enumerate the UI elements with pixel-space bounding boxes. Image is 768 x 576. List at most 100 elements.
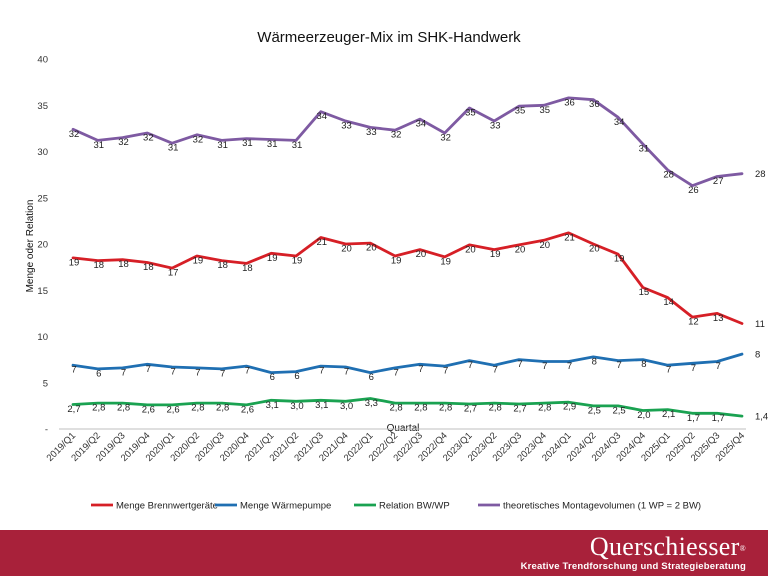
data-label: 19: [490, 249, 501, 260]
data-label: 7: [542, 361, 547, 372]
data-label: 7: [245, 366, 250, 377]
data-label: 32: [69, 129, 80, 140]
series-line-4: [71, 96, 744, 188]
data-label: 31: [168, 143, 179, 154]
data-label: 7: [443, 366, 448, 377]
data-label: 7: [319, 366, 324, 377]
data-label: 6: [369, 372, 374, 383]
data-label: 1,4: [755, 412, 768, 423]
data-label: 31: [639, 144, 650, 155]
data-label: 6: [270, 372, 275, 383]
brand-text: Querschiesser: [589, 532, 740, 561]
data-label: 2,8: [191, 403, 204, 414]
data-label: 7: [691, 363, 696, 374]
data-label: 1,7: [712, 413, 725, 424]
data-label: 32: [118, 137, 129, 148]
legend-label: Menge Brennwertgeräte: [116, 501, 218, 512]
data-label: 2,8: [92, 403, 105, 414]
data-label: 3,1: [266, 400, 279, 411]
data-label: 20: [539, 240, 550, 251]
data-label: 7: [170, 367, 175, 378]
data-label: 21: [564, 232, 575, 243]
data-label: 35: [539, 105, 550, 116]
data-label: 31: [217, 140, 228, 151]
data-label: 31: [292, 140, 303, 151]
data-label: 2,7: [464, 404, 477, 415]
data-label: 6: [294, 371, 299, 382]
data-label: 7: [71, 365, 76, 376]
data-label: 2,8: [117, 403, 130, 414]
data-label: 11: [755, 319, 765, 330]
data-label: 21: [316, 237, 327, 248]
data-label: 19: [292, 256, 303, 267]
x-axis-ticks: 2019/Q12019/Q22019/Q32019/Q42020/Q12020/…: [45, 430, 748, 464]
data-label: 33: [366, 127, 377, 138]
data-label: 34: [416, 119, 427, 130]
footer-band: [0, 530, 768, 576]
data-label: 7: [393, 367, 398, 378]
data-label: 20: [515, 244, 526, 255]
data-label: 20: [341, 244, 352, 255]
data-label: 19: [193, 256, 204, 267]
data-label: 7: [344, 367, 349, 378]
y-axis-ticks: - 5 10 15 20 25 30 35 40: [37, 55, 48, 436]
series-line-1: [71, 231, 744, 325]
data-label: 32: [391, 130, 402, 141]
data-label: 7: [121, 367, 126, 378]
data-label: 13: [713, 313, 724, 324]
data-label: 2,6: [142, 404, 155, 415]
data-label: 7: [220, 368, 225, 379]
data-label: 7: [146, 364, 151, 375]
data-label: 20: [589, 244, 600, 255]
data-label: 20: [465, 244, 476, 255]
chart: Wärmeerzeuger-Mix im SHK-Handwerk Menge …: [25, 29, 768, 512]
data-label: 8: [755, 350, 760, 361]
y-tick-label: 40: [37, 55, 48, 66]
brand-logo: Querschiesser® Kreative Trendforschung u…: [520, 532, 746, 573]
data-label: 7: [195, 367, 200, 378]
legend: Menge Brennwertgeräte Menge Wärmepumpe Rel…: [91, 501, 701, 512]
data-label: 2,6: [167, 404, 180, 415]
data-label: 2,7: [67, 404, 80, 415]
data-label: 7: [616, 360, 621, 371]
data-label: 32: [440, 133, 451, 144]
data-label: 33: [490, 120, 501, 131]
data-label: 35: [465, 108, 476, 119]
data-label: 19: [391, 256, 402, 267]
data-label: 3,1: [315, 400, 328, 411]
data-label: 3,3: [365, 398, 378, 409]
data-label: 7: [517, 359, 522, 370]
data-label: 2,1: [662, 409, 675, 420]
data-label: 36: [589, 99, 600, 110]
data-label: 2,8: [390, 403, 403, 414]
series-line-3: [71, 397, 744, 418]
data-label: 32: [143, 133, 154, 144]
y-tick-label: -: [45, 425, 48, 436]
data-label: 2,9: [563, 402, 576, 413]
series-group: [71, 96, 744, 418]
y-tick-label: 5: [43, 378, 48, 389]
data-label: 27: [713, 176, 724, 187]
chart-title: Wärmeerzeuger-Mix im SHK-Handwerk: [257, 29, 521, 46]
data-label: 28: [755, 169, 766, 180]
data-label: 26: [688, 185, 699, 196]
data-label: 7: [567, 361, 572, 372]
registered-mark: ®: [739, 544, 746, 553]
data-label: 20: [366, 243, 377, 254]
data-label: 18: [143, 262, 154, 273]
legend-label: theoretisches Montagevolumen (1 WP = 2 B…: [503, 501, 701, 512]
data-label: 7: [418, 364, 423, 375]
data-label: 8: [641, 359, 646, 370]
y-tick-label: 10: [37, 332, 48, 343]
data-label: 7: [716, 361, 721, 372]
data-label: 15: [639, 287, 650, 298]
data-label: 28: [663, 170, 674, 181]
data-label: 18: [93, 260, 104, 271]
brand-tagline: Kreative Trendforschung und Strategieber…: [520, 561, 746, 572]
data-label: 32: [193, 134, 204, 145]
data-label: 7: [493, 365, 498, 376]
data-label: 31: [93, 140, 104, 151]
data-label: 7: [468, 360, 473, 371]
data-label: 2,7: [513, 404, 526, 415]
data-label: 19: [69, 257, 80, 268]
